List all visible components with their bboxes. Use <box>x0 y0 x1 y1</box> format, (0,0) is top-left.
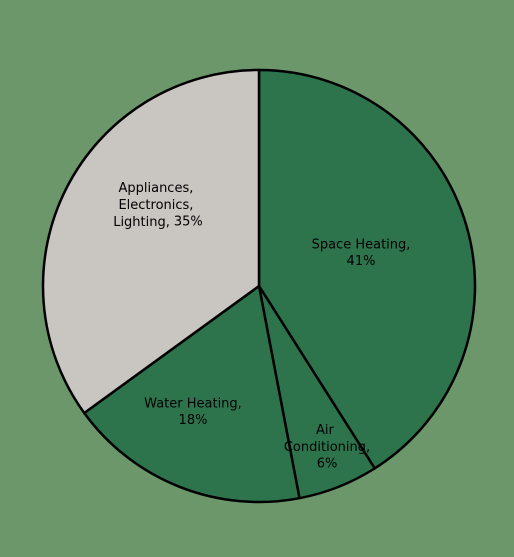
value-label: 35% <box>174 215 203 230</box>
pie-slice <box>41 68 261 415</box>
slice-label: Air Conditioning, <box>284 423 370 455</box>
slice-label: Appliances, Electronics, Lighting, <box>113 181 197 230</box>
value-label: 18% <box>179 413 208 428</box>
pie-slice <box>83 284 301 504</box>
label-line: Lighting, <box>113 215 170 230</box>
value-label: 6% <box>317 457 338 472</box>
label-line: Air <box>316 423 338 438</box>
label-line: Space Heating, <box>312 237 411 252</box>
label-line: Appliances, <box>118 181 197 196</box>
slice-label: Water Heating, <box>144 396 242 411</box>
slice-label: Space Heating, <box>312 237 411 252</box>
value-label: 41% <box>347 254 376 269</box>
label-line: Conditioning, <box>284 440 370 455</box>
label-line: Water Heating, <box>144 396 242 411</box>
label-line: Electronics, <box>118 198 197 213</box>
